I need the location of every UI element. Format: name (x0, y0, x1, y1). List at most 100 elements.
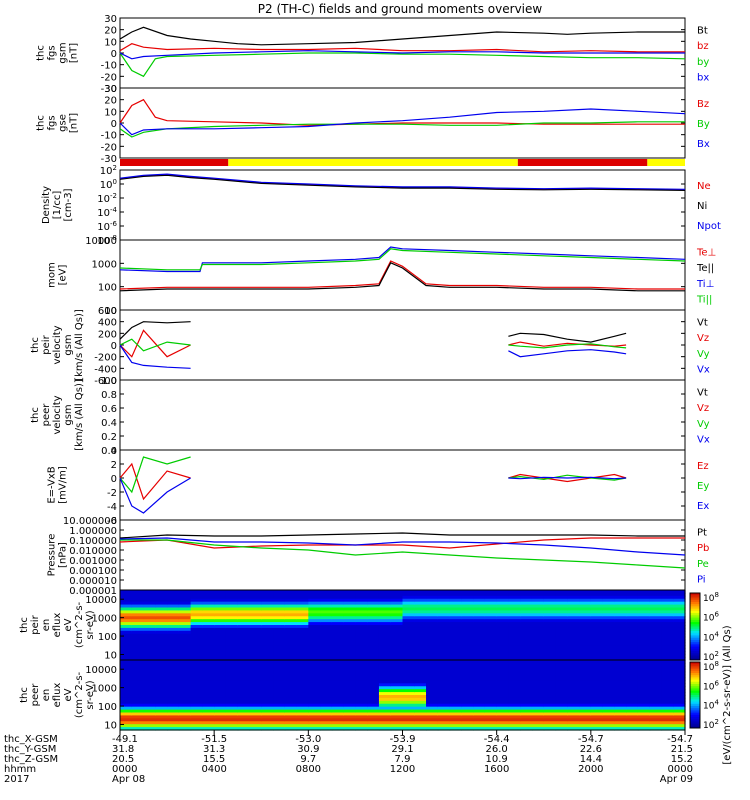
heatmap-cell (626, 660, 639, 664)
time-axis-value: 15.5 (203, 754, 225, 765)
heatmap-cell (202, 595, 215, 600)
heatmap-cell (120, 686, 133, 690)
heatmap-cell (649, 616, 663, 620)
heatmap-cell (308, 590, 321, 594)
heatmap-cell (437, 700, 451, 705)
heatmap-cell (473, 697, 486, 702)
heatmap-cell (143, 622, 156, 626)
colorbar-tick-label: 106 (703, 611, 719, 624)
heatmap-cell (367, 633, 380, 638)
heatmap-cell (449, 727, 462, 731)
heatmap-cell (120, 689, 133, 693)
heatmap-cell (249, 639, 262, 644)
heatmap-cell (520, 671, 533, 676)
heatmap-cell (637, 590, 651, 594)
heatmap-cell (496, 674, 510, 679)
heatmap-cell (390, 613, 404, 617)
heatmap-cell (555, 703, 568, 708)
heatmap-cell (249, 607, 262, 612)
heatmap-cell (473, 709, 486, 714)
heatmap-cell (579, 625, 592, 629)
heatmap-cell (673, 613, 686, 617)
heatmap-cell (426, 680, 439, 684)
heatmap-cell (473, 665, 486, 670)
heatmap-cell (284, 648, 298, 652)
heatmap-cell (414, 712, 427, 717)
heatmap-cell (225, 727, 239, 731)
y-axis-label: [km/s (All Qs)] (74, 309, 85, 381)
heatmap-cell (449, 636, 462, 641)
heatmap-cell (225, 625, 239, 629)
heatmap-cell (214, 709, 227, 714)
heatmap-cell (249, 700, 262, 705)
heatmap-cell (637, 633, 651, 638)
heatmap-cell (178, 627, 192, 632)
heatmap-cell (673, 601, 686, 606)
colorbar-cell (690, 610, 700, 614)
heatmap-cell (214, 601, 227, 606)
colorbar-cell (690, 721, 700, 725)
heatmap-cell (473, 627, 486, 632)
y-tick-label: 200 (98, 329, 117, 340)
heatmap-cell (602, 619, 615, 623)
heatmap-cell (343, 662, 357, 667)
colorbar-cell (690, 639, 700, 643)
heatmap-cell (555, 662, 568, 667)
heatmap-cell (496, 727, 510, 731)
heatmap-cell (331, 645, 345, 649)
heatmap-cell (543, 601, 557, 606)
legend-density-Npot: Npot (697, 221, 721, 232)
heatmap-cell (273, 689, 286, 693)
mode-segment-3 (647, 159, 685, 166)
heatmap-cell (214, 665, 227, 670)
heatmap-cell (496, 592, 510, 597)
legend-temperature-Ti⊥: Ti⊥ (696, 279, 714, 290)
heatmap-cell (367, 590, 380, 594)
heatmap-cell (508, 662, 521, 667)
time-axis-value: 29.1 (391, 744, 413, 755)
heatmap-cell (225, 686, 239, 690)
heatmap-cell (296, 654, 309, 658)
heatmap-cell (343, 639, 357, 644)
heatmap-cell (473, 715, 486, 719)
heatmap-cell (661, 703, 674, 708)
heatmap-cell (614, 695, 627, 699)
heatmap-cell (390, 715, 404, 719)
heatmap-cell (367, 619, 380, 623)
heatmap-cell (496, 671, 510, 676)
heatmap-cell (167, 700, 180, 705)
heatmap-cell (543, 718, 557, 722)
heatmap-cell (402, 622, 415, 626)
heatmap-cell (320, 674, 333, 679)
heatmap-cell (426, 610, 439, 614)
heatmap-cell (249, 680, 262, 684)
heatmap-cell (461, 630, 474, 635)
heatmap-cell (402, 616, 415, 620)
heatmap-cell (155, 665, 168, 670)
heatmap-cell (649, 613, 663, 617)
heatmap-cell (590, 683, 604, 687)
heatmap-cell (378, 604, 392, 609)
heatmap-cell (120, 622, 133, 626)
heatmap-cell (473, 619, 486, 623)
colorbar-cell (690, 626, 700, 630)
heatmap-cell (437, 689, 451, 693)
heatmap-cell (414, 604, 427, 609)
heatmap-cell (131, 598, 145, 603)
heatmap-cell (261, 654, 274, 658)
heatmap-cell (308, 654, 321, 658)
heatmap-cell (590, 642, 604, 647)
heatmap-cell (225, 721, 239, 725)
heatmap-cell (543, 671, 557, 676)
colorbar-cell (690, 653, 700, 657)
panel-frame (119, 519, 686, 591)
heatmap-cell (426, 715, 439, 719)
heatmap-cell (449, 695, 462, 699)
heatmap-cell (237, 683, 251, 687)
heatmap-cell (402, 662, 415, 667)
heatmap-cell (202, 645, 215, 649)
colorbar-cell (690, 714, 700, 718)
heatmap-cell (567, 592, 580, 597)
heatmap-cell (661, 627, 674, 632)
heatmap-cell (555, 648, 568, 652)
